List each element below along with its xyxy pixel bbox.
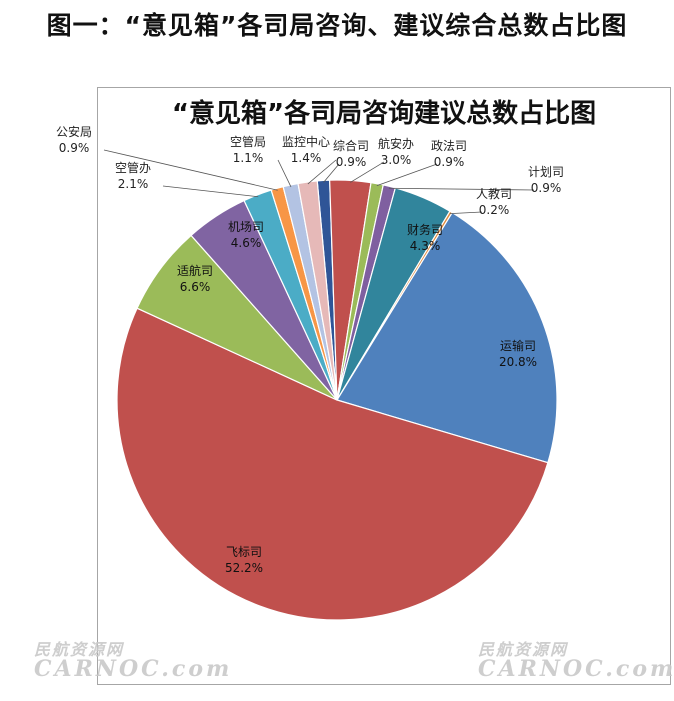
slice-value-label: 20.8% xyxy=(499,355,537,369)
slice-value-label: 0.9% xyxy=(336,155,367,169)
watermark-en-right: CARNOC.com xyxy=(478,656,674,682)
slice-name-label: 计划司 xyxy=(528,165,564,179)
slice-name-label: 适航司 xyxy=(177,263,213,278)
leader-line xyxy=(450,211,483,215)
slice-value-label: 0.9% xyxy=(531,181,562,195)
slice-name-label: 公安局 xyxy=(56,124,92,139)
pie-slice xyxy=(297,180,338,401)
watermark-cn-right: 民航资源网 xyxy=(478,640,569,659)
pie-leader-lines xyxy=(103,149,535,215)
slice-value-label: 0.2% xyxy=(479,203,510,217)
slice-value-label: 0.9% xyxy=(434,155,465,169)
watermark-en-left: CARNOC.com xyxy=(34,656,233,682)
pie-labels: 综合司 0.9% 航安办 3.0% 政法司 0.9% 计划司 0.9% 财务司 4.3% 人教司 0.… xyxy=(56,124,564,575)
leader-line xyxy=(277,159,292,188)
pie-slice xyxy=(336,211,558,464)
watermark-left: 民航资源网 CARNOC.com xyxy=(34,636,232,682)
slice-value-label: 2.1% xyxy=(118,177,149,191)
leader-line xyxy=(388,187,535,191)
slice-value-label: 3.0% xyxy=(381,153,412,167)
slice-name-label: 人教司 xyxy=(476,186,512,201)
leader-line xyxy=(103,149,278,191)
leader-line xyxy=(307,159,337,185)
slice-value-label: 52.2% xyxy=(225,561,263,575)
slice-value-label: 1.1% xyxy=(233,151,264,165)
slice-value-label: 4.6% xyxy=(231,236,262,250)
slice-name-label: 财务司 xyxy=(407,222,443,237)
slice-value-label: 0.9% xyxy=(59,141,90,155)
slice-value-label: 1.4% xyxy=(291,151,322,165)
slice-name-label: 空管局 xyxy=(230,134,266,149)
pie-slice xyxy=(116,307,549,621)
watermark-cn-left: 民航资源网 xyxy=(34,640,125,659)
slice-value-label: 6.6% xyxy=(180,280,211,294)
slice-value-label: 4.3% xyxy=(410,239,441,253)
slice-name-label: 运输司 xyxy=(500,338,536,353)
leader-line xyxy=(350,161,385,183)
slice-name-label: 机场司 xyxy=(228,220,264,234)
slice-name-label: 综合司 xyxy=(333,138,369,153)
slice-name-label: 飞标司 xyxy=(226,545,262,559)
chart-title: “意见箱”各司局咨询建议总数占比图 xyxy=(171,99,597,129)
watermark-right: 民航资源网 CARNOC.com xyxy=(478,636,674,682)
slice-name-label: 空管办 xyxy=(115,160,151,175)
leader-line xyxy=(162,185,259,198)
slice-name-label: 航安办 xyxy=(378,136,414,151)
page-heading: 图一：“意见箱”各司局咨询、建议综合总数占比图 xyxy=(46,11,628,40)
pie-slices xyxy=(116,179,558,621)
leader-line xyxy=(376,163,438,187)
leader-line xyxy=(323,163,340,183)
slice-name-label: 政法司 xyxy=(431,139,467,153)
slice-name-label: 监控中心 xyxy=(282,134,330,149)
